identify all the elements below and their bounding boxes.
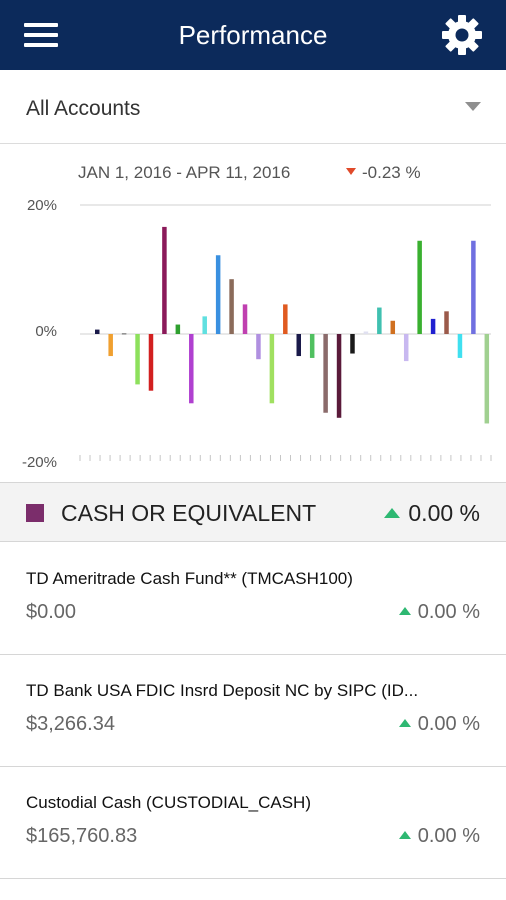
chart-bar (108, 334, 113, 357)
category-name: CASH OR EQUIVALENT (61, 500, 317, 526)
chart-bar (95, 329, 100, 334)
holding-change: 0.00 % (398, 713, 480, 736)
hamburger-menu-icon[interactable] (24, 21, 58, 49)
chart-bar (350, 334, 355, 354)
account-selector-value: All Accounts (26, 97, 141, 120)
up-arrow-icon (398, 719, 411, 727)
chart-bar (202, 316, 207, 334)
chart-bar (296, 334, 301, 357)
chart-bar (444, 311, 449, 334)
chart-bar (242, 304, 248, 334)
chart-bar (162, 226, 167, 334)
app-header: Performance (0, 0, 506, 70)
up-arrow-icon (398, 607, 411, 615)
chart-bar (269, 334, 275, 404)
category-header[interactable]: CASH OR EQUIVALENT 0.00 % (0, 482, 506, 542)
page-title: Performance (178, 20, 328, 50)
category-change: 0.00 % (384, 500, 480, 527)
chart-bar (189, 334, 194, 404)
holding-row[interactable]: TD Ameritrade Cash Fund** (TMCASH100) $0… (0, 543, 506, 655)
chart-bar (417, 240, 422, 334)
holding-value: $3,266.34 (26, 713, 115, 735)
account-selector[interactable]: All Accounts (0, 70, 506, 144)
holding-value: $0.00 (26, 601, 77, 623)
y-tick-label: -20% (22, 454, 57, 471)
holding-name: Custodial Cash (CUSTODIAL_CASH) (26, 793, 311, 812)
up-arrow-icon (384, 508, 401, 518)
chart-bar (121, 333, 127, 335)
chart-bar (323, 334, 328, 413)
category-color-swatch (26, 504, 44, 522)
holding-row[interactable]: Custodial Cash (CUSTODIAL_CASH) $165,760… (0, 767, 506, 879)
chart-bar (283, 304, 288, 334)
up-arrow-icon (398, 831, 411, 839)
chart-bar (363, 331, 369, 334)
category-change-value: 0.00 % (408, 500, 480, 526)
gear-icon[interactable] (441, 14, 483, 56)
holding-change-value: 0.00 % (417, 601, 480, 623)
performance-bar-chart: 20% 0% -20% (22, 197, 492, 471)
holding-change: 0.00 % (398, 825, 480, 848)
chart-bar (135, 334, 140, 385)
chart-bar (377, 307, 382, 334)
chart-bar (148, 334, 154, 391)
date-range-label: JAN 1, 2016 - APR 11, 2016 (78, 163, 291, 182)
down-arrow-icon (346, 168, 356, 175)
holding-value: $165,760.83 (26, 825, 138, 847)
chart-bar (175, 324, 181, 334)
overall-change: -0.23 % (346, 163, 421, 183)
holding-name: TD Ameritrade Cash Fund** (TMCASH100) (26, 569, 353, 588)
performance-chart-area: 20% 0% -20% JAN 1, 2016 - APR 11, 2016 -0.… (0, 145, 506, 481)
chart-bar (215, 255, 221, 334)
chart-bar (390, 320, 396, 334)
holding-row[interactable]: TD Bank USA FDIC Insrd Deposit NC by SIP… (0, 655, 506, 767)
holding-change-value: 0.00 % (417, 713, 480, 735)
y-tick-label: 0% (35, 323, 57, 340)
chart-bar (484, 334, 490, 424)
chart-bar (457, 334, 463, 358)
dropdown-arrow-icon (465, 102, 481, 111)
chart-bar (309, 334, 315, 358)
holding-change-value: 0.00 % (417, 825, 480, 847)
chart-bar (229, 279, 234, 334)
holding-change: 0.00 % (398, 601, 480, 624)
chart-bar (256, 334, 261, 360)
y-tick-label: 20% (27, 197, 57, 214)
overall-change-value: -0.23 % (362, 163, 421, 182)
holding-name: TD Bank USA FDIC Insrd Deposit NC by SIP… (26, 681, 419, 700)
chart-bar (403, 334, 409, 362)
chart-bar (471, 240, 476, 334)
chart-bar (430, 318, 436, 334)
chart-bar (336, 334, 342, 418)
